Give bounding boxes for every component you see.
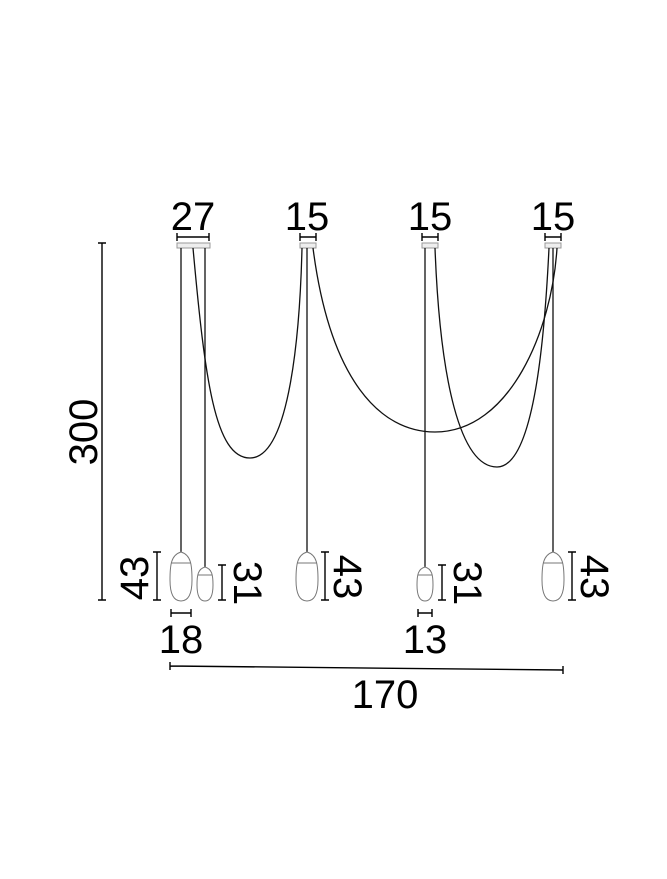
small-shade-height-label-2: 31 [445,561,489,606]
canopy-width-label-3: 15 [408,195,453,239]
canopy-width-dims [176,233,562,241]
large-shade-height-dim-3 [568,551,576,601]
canopy-width-label-4: 15 [531,195,576,239]
canopy-width-label-2: 15 [285,195,330,239]
small-shade-diameter-label: 13 [403,618,448,662]
large-shade-height-dim-1 [153,551,161,601]
canopy-3 [421,242,439,249]
small-shade-height-label-1: 31 [225,561,269,606]
canopy-2 [299,242,317,249]
large-shade-height-dim-2 [321,551,329,601]
small-shade-height-dim-1 [218,564,226,601]
shades [169,551,565,602]
small-shade-height-dim-2 [438,564,446,601]
canopy-width-label-1: 27 [171,195,216,239]
large-shade-height-label-2: 43 [325,555,369,600]
cords [180,247,558,567]
large-shade-height-label-left: 43 [113,556,157,601]
canopy-4 [544,242,562,249]
total-height-label: 300 [62,399,106,466]
total-width-label: 170 [352,673,419,717]
large-shade-height-label-3: 43 [572,555,616,600]
canopy-1 [176,242,211,249]
small-shade-diameter-dim [417,609,433,617]
large-shade-diameter-label: 18 [159,618,204,662]
total-height-dim [98,242,106,601]
large-shade-diameter-dim [170,609,192,617]
total-width-dim [169,662,564,674]
